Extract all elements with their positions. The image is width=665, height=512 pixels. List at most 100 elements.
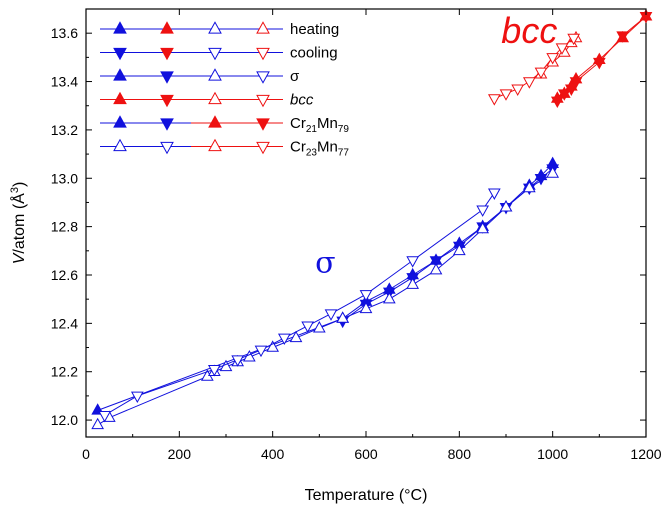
legend-entry-2: σ bbox=[100, 68, 300, 85]
legend-marker bbox=[160, 94, 174, 108]
legend-label: cooling bbox=[290, 45, 338, 62]
data-point bbox=[452, 243, 466, 256]
y-tick-label: 13.6 bbox=[51, 25, 78, 41]
x-tick-label: 600 bbox=[354, 446, 378, 462]
data-point bbox=[359, 290, 373, 302]
data-point bbox=[522, 180, 536, 193]
data-point bbox=[289, 330, 303, 343]
legend-marker bbox=[208, 68, 222, 81]
data-point bbox=[254, 345, 268, 358]
data-point bbox=[324, 309, 338, 321]
data-point bbox=[476, 205, 490, 217]
data-point bbox=[487, 94, 501, 106]
series-layer bbox=[91, 9, 653, 430]
legend-label: Cr23Mn77 bbox=[290, 139, 349, 159]
data-point bbox=[406, 256, 420, 268]
data-point bbox=[359, 301, 373, 314]
legend-label: heating bbox=[290, 21, 339, 38]
x-tick-label: 800 bbox=[448, 446, 472, 462]
legend-marker bbox=[256, 94, 270, 108]
series-5 bbox=[98, 188, 501, 423]
data-point bbox=[546, 166, 560, 178]
y-tick-label: 13.4 bbox=[51, 74, 78, 90]
data-point bbox=[511, 84, 525, 96]
legend-entry-3: bcc bbox=[100, 92, 314, 109]
x-tick-label: 1000 bbox=[537, 446, 568, 462]
x-tick-label: 1200 bbox=[630, 446, 661, 462]
data-point bbox=[336, 311, 350, 323]
legend-marker bbox=[113, 115, 127, 128]
data-point bbox=[266, 340, 280, 352]
legend-marker bbox=[256, 118, 270, 131]
y-tick-label: 13.0 bbox=[51, 170, 78, 186]
y-tick-label: 12.8 bbox=[51, 219, 78, 235]
data-point bbox=[555, 43, 569, 55]
legend-marker bbox=[113, 91, 127, 105]
series-3 bbox=[550, 11, 653, 109]
data-point bbox=[301, 321, 315, 333]
data-point bbox=[207, 365, 221, 377]
legend-label: bcc bbox=[290, 92, 314, 109]
data-point bbox=[406, 277, 420, 289]
legend-marker bbox=[208, 115, 222, 128]
legend-marker bbox=[208, 138, 222, 152]
y-axis-label: V/atom (Å3) bbox=[9, 182, 28, 265]
legend-marker bbox=[208, 21, 222, 34]
data-point bbox=[522, 77, 536, 89]
data-point bbox=[499, 200, 513, 212]
legend-marker bbox=[256, 71, 270, 84]
legend-entry-0: heating bbox=[100, 21, 339, 38]
legend-entry-1: cooling bbox=[100, 45, 338, 62]
x-tick-label: 200 bbox=[168, 446, 192, 462]
data-point bbox=[382, 292, 396, 304]
data-point bbox=[534, 67, 548, 80]
data-point bbox=[616, 31, 630, 43]
x-tick-label: 400 bbox=[261, 446, 285, 462]
annotation-0: bcc bbox=[501, 10, 557, 51]
data-point bbox=[550, 96, 564, 109]
data-point bbox=[429, 256, 443, 268]
legend-entry-4: Cr21Mn79 bbox=[100, 115, 349, 135]
legend-marker bbox=[160, 71, 174, 84]
x-tick-label: 0 bbox=[82, 446, 90, 462]
legend-marker bbox=[113, 138, 127, 152]
y-tick-label: 12.6 bbox=[51, 267, 78, 283]
data-point bbox=[557, 89, 571, 101]
data-point bbox=[91, 417, 105, 430]
series-0 bbox=[91, 156, 560, 415]
data-point bbox=[569, 77, 583, 89]
data-point bbox=[476, 221, 490, 234]
y-tick-label: 12.2 bbox=[51, 364, 78, 380]
series-line bbox=[97, 163, 554, 411]
series-7 bbox=[487, 33, 581, 106]
legend-marker bbox=[208, 47, 222, 61]
legend-marker bbox=[160, 47, 174, 61]
legend-marker bbox=[256, 47, 270, 61]
legend-marker bbox=[256, 21, 270, 34]
data-point bbox=[499, 89, 513, 101]
y-tick-label: 13.2 bbox=[51, 122, 78, 138]
annotation-1: σ bbox=[315, 246, 335, 281]
legend: heating cooling σ bcc Cr21Mn79 Cr23Mn77 bbox=[100, 21, 349, 159]
data-point bbox=[98, 410, 112, 423]
data-point bbox=[592, 57, 606, 70]
legend-marker bbox=[113, 47, 127, 61]
series-line bbox=[104, 192, 495, 416]
legend-marker bbox=[113, 68, 127, 81]
data-point bbox=[546, 53, 560, 65]
data-point bbox=[231, 355, 245, 367]
data-point bbox=[567, 33, 581, 46]
legend-marker bbox=[208, 91, 222, 105]
data-point bbox=[277, 333, 291, 346]
legend-marker bbox=[256, 141, 270, 155]
x-axis-label: Temperature (°C) bbox=[305, 487, 428, 504]
data-point bbox=[429, 262, 443, 275]
legend-entry-5: Cr23Mn77 bbox=[100, 139, 349, 159]
legend-label: σ bbox=[290, 68, 300, 85]
legend-label: Cr21Mn79 bbox=[290, 115, 349, 135]
ticks-layer: 0 200 400 600 800 1000 1200 12.0 12.2 12.4 12.6 12.… bbox=[51, 9, 662, 462]
annotations: bcc σ bbox=[315, 10, 557, 281]
legend-marker bbox=[113, 21, 127, 34]
data-point bbox=[487, 188, 501, 200]
